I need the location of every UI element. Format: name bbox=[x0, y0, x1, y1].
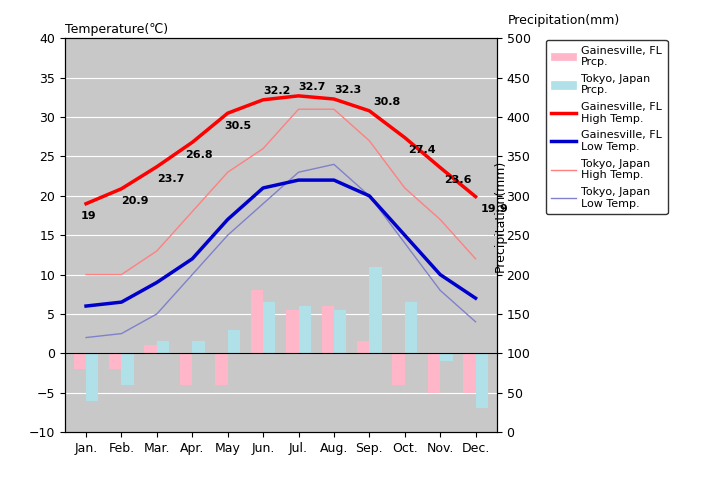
Text: 23.6: 23.6 bbox=[444, 175, 471, 185]
Bar bbox=[145, 346, 157, 353]
Bar bbox=[357, 341, 369, 353]
Text: 32.2: 32.2 bbox=[263, 85, 290, 96]
Bar bbox=[334, 310, 346, 353]
Text: 19.9: 19.9 bbox=[481, 204, 508, 215]
Legend: Gainesville, FL
Prcp., Tokyo, Japan
Prcp., Gainesville, FL
High Temp., Gainesvil: Gainesville, FL Prcp., Tokyo, Japan Prcp… bbox=[546, 40, 667, 214]
Bar bbox=[109, 353, 122, 369]
Text: 32.7: 32.7 bbox=[299, 82, 326, 92]
Text: 30.8: 30.8 bbox=[373, 96, 400, 107]
Text: 20.9: 20.9 bbox=[122, 196, 149, 206]
Text: Precipitation(mm): Precipitation(mm) bbox=[508, 14, 620, 27]
Bar bbox=[192, 341, 204, 353]
Text: 30.5: 30.5 bbox=[224, 121, 251, 131]
Bar bbox=[263, 302, 276, 353]
Bar bbox=[73, 353, 86, 369]
Bar bbox=[180, 353, 192, 385]
Bar bbox=[286, 310, 299, 353]
Bar bbox=[475, 353, 488, 408]
Text: Temperature(℃): Temperature(℃) bbox=[65, 23, 168, 36]
Text: 19: 19 bbox=[81, 212, 96, 221]
Bar bbox=[322, 306, 334, 353]
Text: 27.4: 27.4 bbox=[408, 145, 436, 156]
Bar bbox=[463, 353, 475, 393]
Bar bbox=[440, 353, 453, 361]
Text: 26.8: 26.8 bbox=[185, 150, 213, 160]
Bar bbox=[299, 306, 311, 353]
Bar bbox=[428, 353, 440, 393]
Text: Precipitation(mm): Precipitation(mm) bbox=[494, 160, 507, 272]
Bar bbox=[392, 353, 405, 385]
Bar bbox=[157, 341, 169, 353]
Bar bbox=[215, 353, 228, 385]
Bar bbox=[122, 353, 134, 385]
Text: 23.7: 23.7 bbox=[157, 174, 184, 184]
Text: 32.3: 32.3 bbox=[334, 84, 361, 95]
Bar bbox=[369, 267, 382, 353]
Bar bbox=[251, 290, 263, 353]
Bar bbox=[405, 302, 417, 353]
Bar bbox=[86, 353, 99, 400]
Bar bbox=[228, 330, 240, 353]
